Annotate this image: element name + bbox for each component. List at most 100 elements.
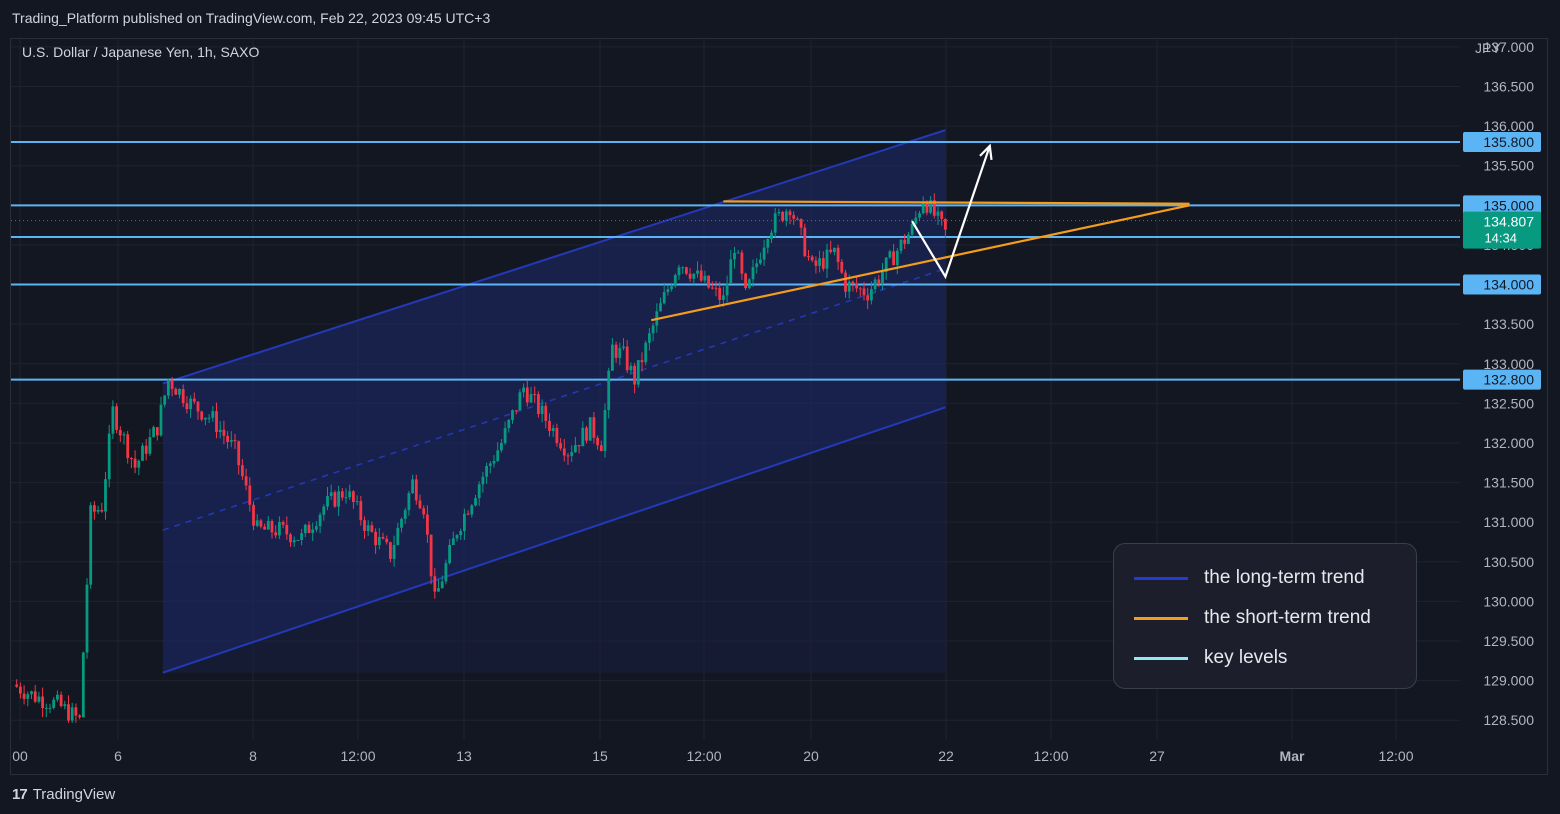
candle-body xyxy=(407,493,411,511)
candle-body xyxy=(803,227,807,257)
candle-body xyxy=(755,263,759,268)
candle-body xyxy=(455,535,459,539)
candle-body xyxy=(640,360,644,363)
candle-body xyxy=(740,252,744,274)
candle-body xyxy=(274,532,278,536)
candle-body xyxy=(788,211,792,216)
brand-name: TradingView xyxy=(32,786,116,803)
candle-body xyxy=(529,394,533,403)
candle-body xyxy=(429,534,433,577)
candle-body xyxy=(818,258,821,266)
candle-body xyxy=(348,491,352,498)
x-tick-label: 12:00 xyxy=(340,748,375,764)
candle-body xyxy=(337,491,340,507)
channel-range-box xyxy=(162,383,946,673)
candle-body xyxy=(59,694,63,707)
candle-body xyxy=(659,303,662,312)
candle-body xyxy=(592,417,596,438)
candle-body xyxy=(418,500,422,509)
candle-body xyxy=(644,342,648,363)
candle-body xyxy=(921,202,925,214)
candle-body xyxy=(30,691,33,695)
candle-body xyxy=(514,410,518,412)
y-tick-label: 133.500 xyxy=(1483,316,1534,332)
candle-body xyxy=(851,281,855,284)
candle-body xyxy=(796,218,799,220)
legend-swatch-long-term xyxy=(1134,576,1188,580)
candle-body xyxy=(48,707,52,709)
candle-body xyxy=(63,704,67,707)
footer: 17 TradingView xyxy=(0,776,1560,814)
candle-body xyxy=(500,443,503,451)
candle-body xyxy=(311,529,315,533)
long-term-channel-mid xyxy=(162,267,946,531)
candle-body xyxy=(296,540,300,542)
candle-body xyxy=(340,491,344,498)
candle-body xyxy=(163,395,167,405)
candle-body xyxy=(773,213,777,233)
key-level-tag: 134.000 xyxy=(1463,274,1541,295)
candle-body xyxy=(614,344,618,358)
y-tick-label: 129.000 xyxy=(1483,673,1534,689)
candle-body xyxy=(707,275,710,288)
candle-body xyxy=(107,433,111,480)
candle-body xyxy=(444,563,448,582)
candle-body xyxy=(433,576,437,592)
y-tick-label: 130.000 xyxy=(1483,593,1534,609)
candle-body xyxy=(229,439,233,442)
candle-body xyxy=(174,388,178,395)
candle-body xyxy=(714,287,718,289)
candle-body xyxy=(666,289,670,293)
publish-info: Trading_Platform published on TradingVie… xyxy=(12,10,491,26)
candle-body xyxy=(574,445,577,453)
plot-anchor xyxy=(0,0,1,1)
candle-body xyxy=(292,540,296,543)
candle-body xyxy=(285,524,289,535)
candle-body xyxy=(130,458,133,460)
candle-body xyxy=(729,259,733,284)
y-tick-label: 132.000 xyxy=(1483,435,1534,451)
tradingview-brand[interactable]: 17 TradingView xyxy=(12,786,115,803)
legend-swatch-key-levels xyxy=(1134,656,1188,660)
candle-body xyxy=(392,545,396,559)
candle-body xyxy=(411,479,414,494)
candle-body xyxy=(400,518,403,528)
candle-body xyxy=(777,212,781,214)
candle-body xyxy=(215,411,218,433)
candle-body xyxy=(451,538,455,545)
candle-body xyxy=(322,506,326,515)
x-tick-label: 8 xyxy=(249,748,257,764)
candle-body xyxy=(673,275,677,287)
y-tick-label: 135.500 xyxy=(1483,158,1534,174)
candle-body xyxy=(599,445,603,452)
candle-body xyxy=(259,520,263,527)
candle-body xyxy=(607,370,611,411)
candle-body xyxy=(895,250,899,266)
candle-body xyxy=(670,286,673,290)
candle-body xyxy=(577,445,581,447)
key-level-tag-bg xyxy=(1463,274,1541,295)
candle-body xyxy=(488,463,492,466)
candle-body xyxy=(511,410,514,420)
candle-body xyxy=(37,696,41,702)
candle-body xyxy=(56,694,59,700)
x-tick-label: Mar xyxy=(1280,748,1305,764)
candle-body xyxy=(93,505,96,512)
candle-body xyxy=(507,419,511,429)
y-tick-label: 133.000 xyxy=(1483,356,1534,372)
x-tick-label: 20 xyxy=(803,748,819,764)
candle-body xyxy=(100,509,104,512)
short-term-resistance-line xyxy=(723,200,1190,205)
candle-body xyxy=(281,522,285,525)
candle-body xyxy=(448,544,451,564)
candle-body xyxy=(781,212,784,221)
candle-body xyxy=(944,218,947,230)
candle-body xyxy=(603,410,607,452)
candle-body xyxy=(814,260,818,266)
candle-body xyxy=(137,460,141,468)
candle-body xyxy=(681,267,685,269)
legend-item-short-term: the short-term trend xyxy=(1134,598,1396,638)
candle-body xyxy=(733,252,736,260)
candle-body xyxy=(255,520,259,526)
